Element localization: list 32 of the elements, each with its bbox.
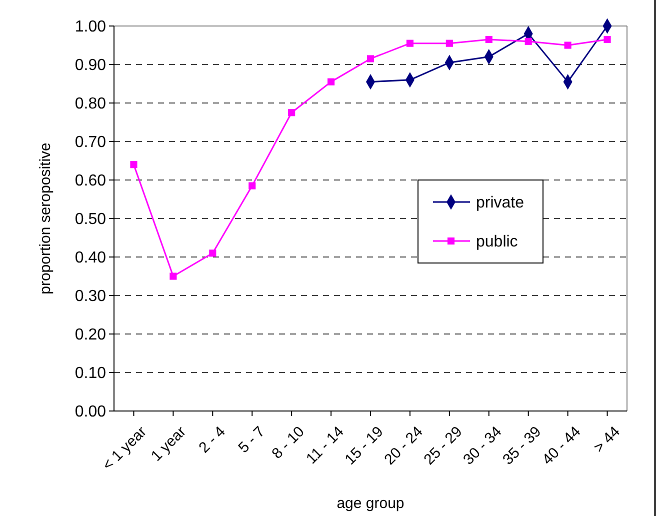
- y-tick-label: 0.70: [74, 134, 106, 152]
- point: [288, 109, 296, 116]
- x-tick-label: 8 - 10: [268, 423, 308, 462]
- y-tick-label: 0.60: [74, 172, 106, 190]
- y-tick-label: 0.90: [74, 57, 106, 74]
- x-axis-title: age group: [336, 495, 404, 512]
- point: [564, 42, 572, 49]
- y-tick-label: 0.50: [74, 211, 106, 228]
- point: [524, 38, 532, 45]
- y-tick-label: 0.30: [74, 288, 106, 306]
- point: [446, 40, 453, 47]
- y-tick-label: 0.80: [74, 96, 106, 113]
- point: [366, 55, 374, 62]
- y-axis-title: proportion seropositive: [37, 142, 54, 294]
- legend-label: private: [476, 194, 524, 212]
- y-tick-label: 0.40: [74, 250, 106, 267]
- point: [406, 40, 414, 47]
- x-tick-label: 5 - 7: [235, 423, 268, 456]
- y-tick-label: 1.00: [74, 18, 106, 36]
- point: [209, 250, 216, 257]
- y-tick-label: 0.20: [74, 326, 106, 344]
- y-tick-label: 0.00: [74, 404, 106, 421]
- point: [328, 78, 335, 86]
- point: [485, 36, 492, 44]
- legend-label: public: [476, 234, 518, 251]
- point: [130, 161, 138, 168]
- point: [170, 272, 177, 280]
- point: [248, 182, 256, 190]
- point: [604, 36, 611, 44]
- x-tick-label: > 44: [590, 423, 624, 456]
- y-tick-label: 0.10: [74, 365, 106, 382]
- x-tick-label: 2 - 4: [196, 423, 229, 456]
